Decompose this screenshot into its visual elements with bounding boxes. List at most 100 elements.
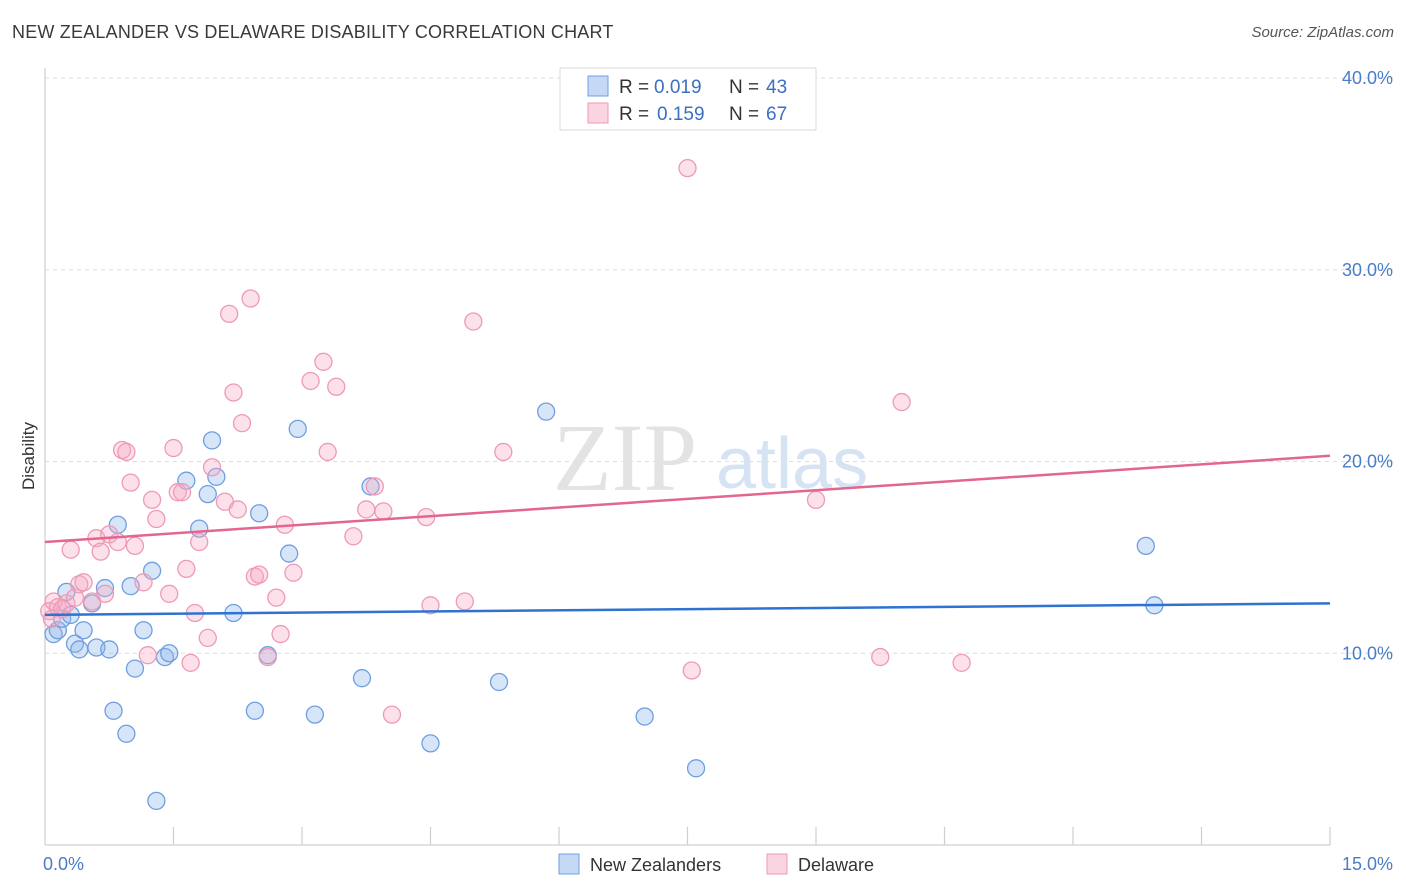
point-pink-59 [464,312,483,331]
bottom-legend-swatch-pink [766,853,788,875]
point-blue-11 [100,640,119,659]
point-pink-51 [344,527,363,546]
point-pink-49 [318,442,337,462]
point-blue-41 [1136,536,1155,556]
point-pink-9 [74,573,93,592]
legend-swatch-pink [587,102,609,124]
point-blue-24 [198,484,217,504]
point-pink-55 [382,705,402,724]
point-pink-54 [374,502,393,521]
y-tick-label-10: 10.0% [1342,643,1393,663]
chart-title: NEW ZEALANDER VS DELAWARE DISABILITY COR… [12,22,614,42]
point-blue-29 [250,504,269,523]
legend-n-value-pink: 67 [766,104,787,125]
point-pink-22 [142,490,162,510]
point-pink-24 [160,584,179,603]
x-ticks [172,827,1331,845]
point-pink-23 [147,509,166,529]
legend-r-label-blue: R = [619,77,649,98]
point-blue-10 [95,578,115,598]
point-pink-48 [314,352,333,371]
legend-swatch-blue [587,75,609,97]
point-pink-41 [250,565,269,584]
legend-n-label-blue: N = [729,77,759,98]
bottom-legend-label-blue: New Zealanders [590,855,721,875]
point-pink-50 [327,377,346,396]
point-blue-6 [70,640,89,659]
point-blue-12 [104,701,123,720]
point-pink-39 [241,289,260,308]
point-pink-42 [258,647,277,667]
bottom-legend: New Zealanders Delaware [558,853,874,875]
point-blue-39 [635,707,654,726]
point-pink-13 [95,584,115,603]
legend-n-label-pink: N = [729,104,759,125]
x-tick-label-min: 0.0% [43,854,84,874]
y-axis-label: Disability [19,421,38,490]
point-pink-64 [871,647,890,667]
point-pink-66 [952,653,971,672]
point-blue-33 [305,705,325,724]
point-blue-32 [288,419,307,439]
point-blue-1 [48,621,67,640]
point-pink-33 [202,458,222,477]
point-blue-37 [489,672,509,692]
point-blue-34 [352,669,372,688]
point-pink-63 [806,490,826,510]
point-blue-31 [279,544,299,563]
legend-r-value-blue: 0.019 [654,77,702,98]
legend-n-value-blue: 43 [766,77,787,98]
point-pink-18 [121,473,140,492]
point-pink-46 [284,563,303,582]
point-pink-20 [134,573,153,592]
point-blue-17 [134,621,153,640]
y-tick-label-40: 40.0% [1342,68,1393,88]
trend-layer [44,454,1331,617]
point-pink-47 [301,371,320,391]
point-blue-16 [125,659,145,678]
y-tick-label-20: 20.0% [1342,452,1393,472]
point-pink-6 [61,540,80,559]
point-pink-27 [172,483,192,502]
point-pink-36 [224,383,243,402]
series-delaware [40,158,971,724]
legend-r-label-pink: R = [619,104,649,125]
point-pink-17 [117,442,136,462]
point-blue-26 [207,467,226,486]
point-pink-60 [494,442,513,462]
point-blue-28 [245,701,265,720]
point-blue-38 [537,402,556,421]
point-pink-26 [168,483,187,502]
y-tick-label-30: 30.0% [1342,260,1393,280]
point-blue-21 [160,644,179,663]
point-pink-52 [357,500,376,519]
point-pink-61 [678,158,697,178]
legend-box: R = 0.019 N = 43 R = 0.159 N = 67 [559,67,817,131]
y-tick-labels: 10.0% 20.0% 30.0% 40.0% [1342,68,1393,663]
point-pink-37 [228,500,247,519]
point-blue-36 [421,734,440,753]
point-pink-21 [138,646,157,665]
point-blue-40 [686,759,706,778]
trend-line-pink [44,454,1331,544]
point-pink-43 [267,588,286,607]
point-pink-57 [421,596,440,615]
point-blue-35 [361,477,380,496]
point-blue-19 [147,791,166,811]
point-pink-19 [125,536,145,556]
bottom-legend-label-pink: Delaware [798,855,874,875]
x-tick-label-max: 15.0% [1342,854,1393,874]
point-pink-35 [220,304,239,324]
point-pink-58 [455,592,474,611]
point-pink-7 [65,588,85,607]
point-pink-53 [365,477,384,496]
grid-layer [45,77,1393,654]
point-pink-65 [892,392,911,412]
chart-source: Source: ZipAtlas.com [1251,24,1394,41]
watermark-zip: ZIP [553,404,697,511]
point-pink-62 [682,661,701,680]
point-blue-7 [74,621,93,640]
point-pink-44 [271,624,290,644]
bottom-legend-swatch-blue [558,853,580,875]
